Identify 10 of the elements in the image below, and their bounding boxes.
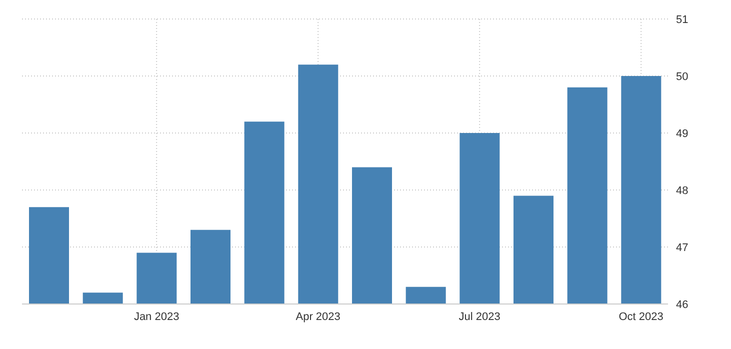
x-tick-label: Jul 2023 — [458, 310, 500, 323]
x-tick-label: Apr 2023 — [296, 310, 340, 323]
y-tick-label: 51 — [676, 14, 688, 26]
x-tick-label: Jan 2023 — [134, 310, 180, 323]
y-tick-label: 47 — [676, 242, 688, 254]
y-tick-label: 49 — [676, 128, 688, 140]
y-tick-label: 48 — [676, 184, 688, 197]
x-tick-label: Oct 2023 — [618, 310, 664, 323]
y-tick-label: 50 — [676, 70, 688, 83]
y-tick-label: 46 — [676, 298, 688, 311]
